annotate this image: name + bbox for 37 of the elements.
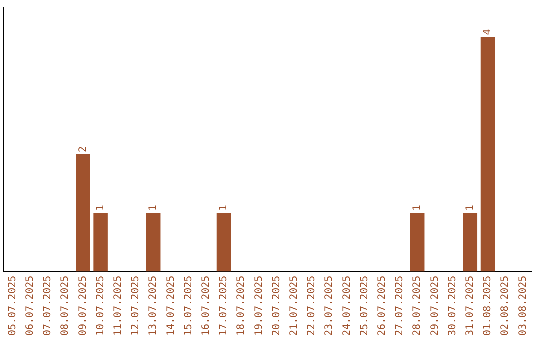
x-tick-label: 09.07.2025 <box>78 276 89 336</box>
x-tick-label: 17.07.2025 <box>218 276 230 336</box>
x-tick-label: 19.07.2025 <box>254 276 265 336</box>
x-tick-label: 03.08.2025 <box>518 276 529 336</box>
x-tick-label: 02.08.2025 <box>500 276 512 336</box>
x-tick-label: 29.07.2025 <box>430 276 441 336</box>
x-tick-label: 08.07.2025 <box>60 276 72 336</box>
data-label: 4 <box>482 29 494 36</box>
x-tick-label: 20.07.2025 <box>271 276 282 336</box>
x-tick-label: 01.08.2025 <box>482 276 494 336</box>
x-tick-label: 11.07.2025 <box>112 276 124 336</box>
data-label: 1 <box>412 205 424 212</box>
x-tick-label: 14.07.2025 <box>166 276 177 336</box>
data-label: 2 <box>78 146 89 153</box>
x-tick-label: 26.07.2025 <box>376 276 388 336</box>
data-label: 1 <box>464 205 476 212</box>
x-tick-label: 31.07.2025 <box>464 276 476 336</box>
x-tick-label: 24.07.2025 <box>342 276 353 336</box>
data-label: 1 <box>218 205 230 212</box>
x-tick-label: 16.07.2025 <box>200 276 212 336</box>
data-label: 1 <box>148 205 160 212</box>
x-tick-label: 18.07.2025 <box>236 276 248 336</box>
x-tick-label: 12.07.2025 <box>130 276 142 336</box>
x-tick-label: 21.07.2025 <box>288 276 300 336</box>
x-tick-label: 06.07.2025 <box>24 276 36 336</box>
x-tick-label: 27.07.2025 <box>394 276 406 336</box>
x-tick-label: 05.07.2025 <box>7 276 18 336</box>
x-tick-label: 25.07.2025 <box>359 276 370 336</box>
x-tick-label: 28.07.2025 <box>412 276 424 336</box>
x-tick-label: 23.07.2025 <box>324 276 336 336</box>
data-label: 1 <box>95 205 106 212</box>
x-tick-label: 13.07.2025 <box>148 276 160 336</box>
x-tick-label: 30.07.2025 <box>447 276 458 336</box>
x-tick-label: 10.07.2025 <box>95 276 106 336</box>
x-tick-label: 15.07.2025 <box>183 276 194 336</box>
x-tick-label: 22.07.2025 <box>306 276 318 336</box>
x-tick-label: 07.07.2025 <box>42 276 54 336</box>
